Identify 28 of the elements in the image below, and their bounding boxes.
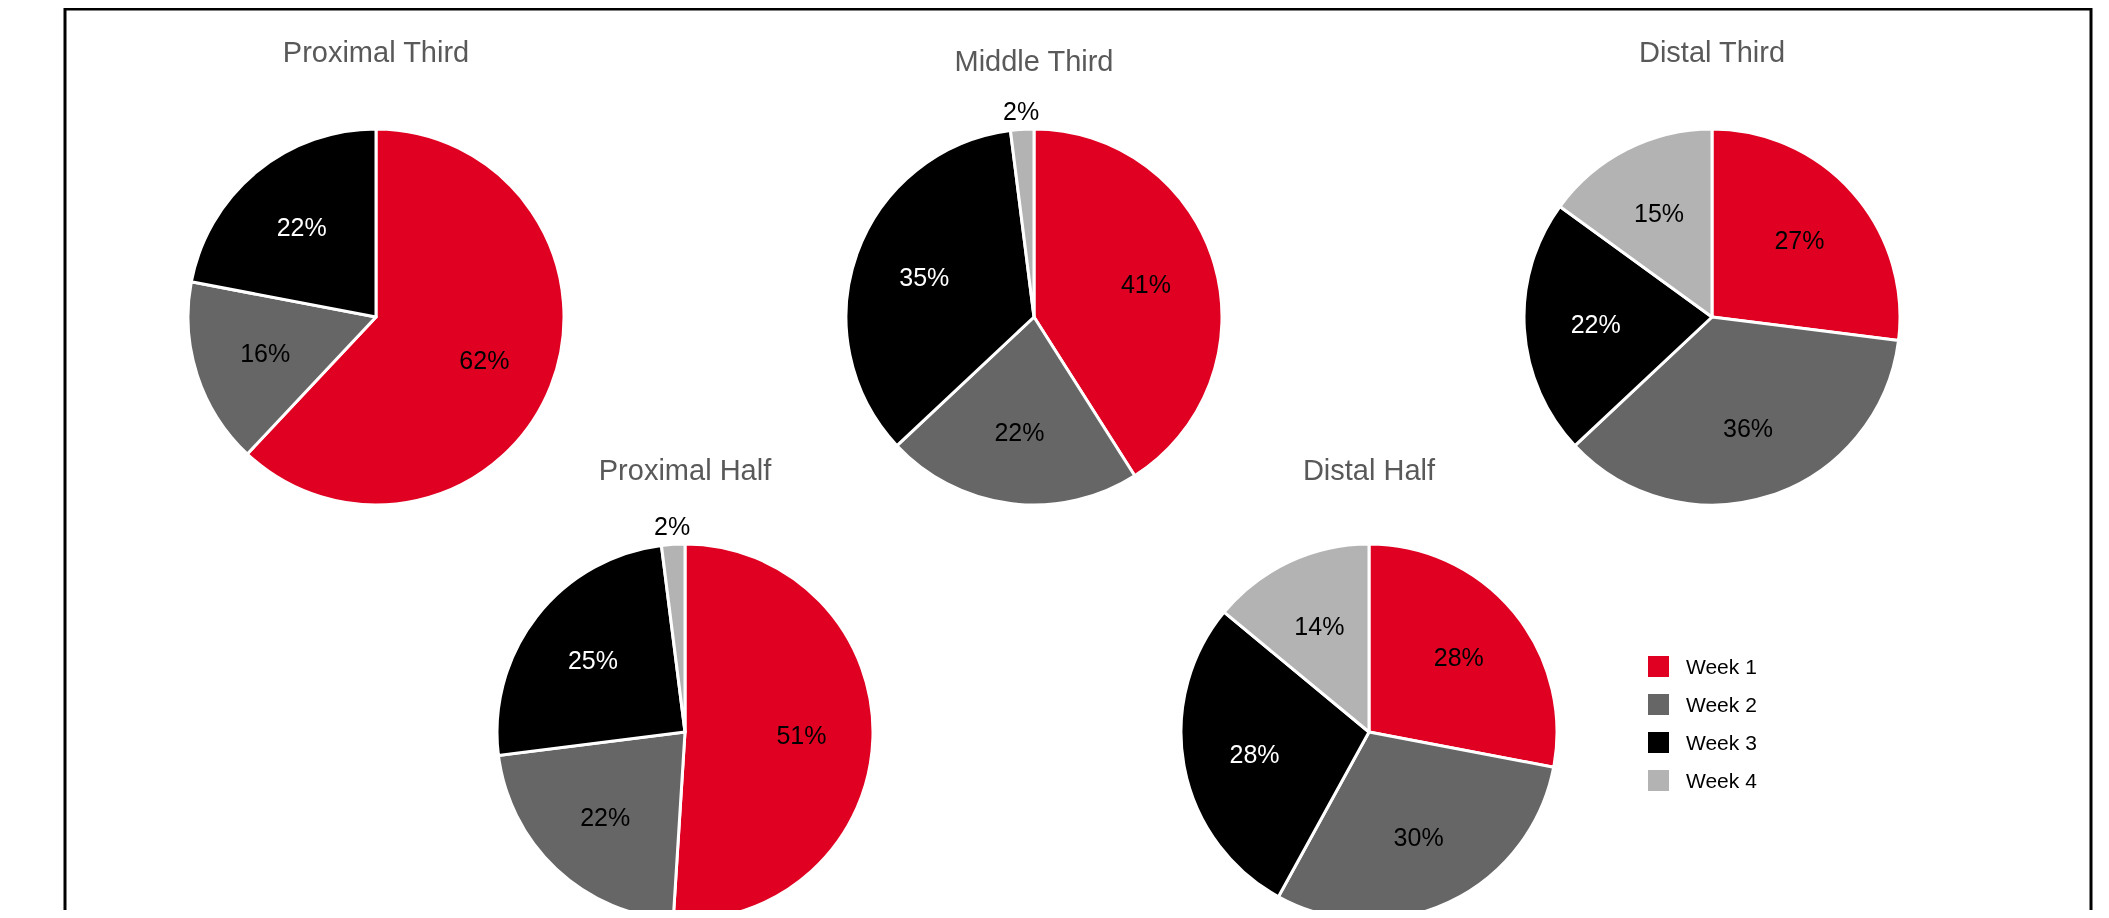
legend-label: Week 2	[1686, 693, 1757, 717]
data-label: 14%	[1294, 612, 1345, 641]
data-label: 25%	[567, 646, 618, 675]
chart-title: Proximal Half	[598, 454, 773, 486]
data-label: 35%	[899, 263, 950, 292]
data-label: 22%	[580, 802, 631, 831]
data-label: 2%	[653, 512, 691, 541]
legend-label: Week 1	[1686, 655, 1757, 679]
data-label: 27%	[1774, 225, 1825, 254]
data-label: 16%	[240, 338, 291, 367]
data-label: 2%	[1002, 97, 1040, 126]
data-label: 51%	[776, 721, 827, 750]
chart-title: Proximal Third	[282, 36, 470, 68]
data-label: 41%	[1120, 270, 1171, 299]
data-label: 28%	[1433, 643, 1484, 672]
data-label: 22%	[994, 418, 1045, 447]
chart-title: Middle Third	[954, 45, 1114, 77]
legend-label: Week 4	[1686, 769, 1758, 793]
data-label: 22%	[1570, 310, 1621, 339]
chart-title: Distal Half	[1302, 454, 1437, 486]
data-label: 28%	[1229, 739, 1280, 768]
chart-title: Distal Third	[1638, 36, 1786, 68]
data-label: 36%	[1723, 413, 1774, 442]
data-label: 30%	[1393, 823, 1444, 852]
data-label: 22%	[276, 212, 327, 241]
legend-label: Week 3	[1686, 731, 1757, 755]
data-label: 15%	[1634, 198, 1685, 227]
data-label: 62%	[459, 345, 510, 374]
